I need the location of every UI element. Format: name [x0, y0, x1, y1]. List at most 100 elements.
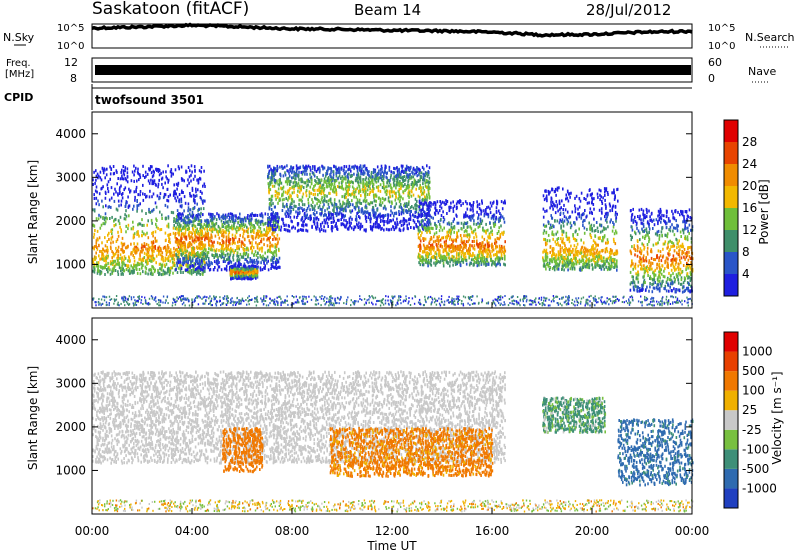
- power-echo-cell: [342, 213, 344, 217]
- power-echo-cell: [165, 238, 167, 242]
- power-echo-cell: [314, 192, 317, 196]
- power-echo-cell: [148, 254, 151, 258]
- power-echo-cell: [481, 235, 484, 239]
- power-echo-cell: [101, 241, 103, 245]
- power-echo-cell: [353, 193, 356, 196]
- power-echo-cell: [295, 181, 298, 185]
- power-echo-cell: [279, 172, 282, 176]
- power-echo-cell: [338, 218, 340, 222]
- power-echo-cell: [123, 258, 125, 262]
- power-echo-cell: [383, 228, 385, 232]
- power-echo-cell: [429, 220, 431, 224]
- power-echo-cell: [228, 218, 231, 222]
- power-echo-cell: [439, 249, 441, 253]
- power-echo-cell: [326, 172, 329, 176]
- power-echo-cell: [204, 185, 206, 188]
- power-echo-cell: [220, 219, 223, 223]
- power-echo-cell: [104, 236, 106, 240]
- power-echo-cell: [183, 256, 186, 260]
- power-echo-cell: [329, 216, 331, 220]
- power-echo-cell: [362, 169, 365, 173]
- power-echo-cell: [450, 225, 453, 229]
- power-echo-cell: [327, 199, 330, 203]
- power-echo-cell: [428, 196, 431, 200]
- power-echo-cell: [105, 263, 108, 267]
- power-echo-cell: [114, 187, 116, 191]
- power-echo-cell: [447, 230, 449, 234]
- power-echo-cell: [400, 170, 403, 174]
- power-echo-cell: [110, 205, 112, 209]
- power-echo-cell: [194, 252, 197, 256]
- power-echo-cell: [336, 211, 338, 215]
- power-echo-cell: [480, 246, 483, 250]
- power-echo-cell: [355, 188, 357, 192]
- power-echo-cell: [348, 221, 351, 225]
- power-echo-cell: [412, 166, 415, 170]
- power-echo-cell: [277, 265, 279, 269]
- power-echo-cell: [319, 212, 321, 216]
- power-echo-cell: [460, 250, 463, 253]
- power-echo-cell: [190, 194, 193, 198]
- power-echo-cell: [121, 193, 123, 197]
- power-echo-cell: [419, 195, 421, 199]
- power-echo-cell: [434, 201, 436, 205]
- power-echo-cell: [134, 195, 136, 199]
- power-echo-cell: [255, 269, 257, 273]
- power-echo-cell: [244, 244, 246, 247]
- power-echo-cell: [220, 247, 223, 251]
- power-echo-cell: [318, 178, 321, 182]
- power-echo-cell: [464, 252, 467, 255]
- power-echo-cell: [457, 245, 460, 248]
- power-echo-cell: [190, 246, 193, 250]
- power-echo-cell: [125, 268, 128, 271]
- power-echo-cell: [459, 248, 461, 251]
- beam-title: Beam 14: [354, 1, 421, 19]
- power-echo-cell: [312, 212, 315, 215]
- power-echo-cell: [351, 192, 354, 196]
- power-echo-cell: [453, 249, 455, 253]
- power-echo-cell: [451, 227, 454, 231]
- power-echo-cell: [437, 248, 440, 252]
- power-echo-cell: [180, 241, 182, 245]
- power-echo-cell: [263, 259, 266, 262]
- power-echo-cell: [196, 256, 199, 260]
- power-echo-cell: [267, 164, 269, 168]
- power-echo-cell: [187, 178, 189, 182]
- power-echo-cell: [482, 245, 485, 248]
- power-echo-cell: [415, 210, 417, 214]
- power-echo-cell: [400, 172, 402, 176]
- power-echo-cell: [412, 171, 414, 175]
- power-echo-cell: [111, 271, 114, 275]
- power-echo-cell: [419, 203, 421, 207]
- power-echo-cell: [504, 263, 506, 267]
- power-echo-cell: [396, 183, 399, 187]
- power-echo-cell: [133, 204, 135, 208]
- power-echo-cell: [259, 266, 262, 270]
- power-echo-cell: [133, 256, 136, 259]
- power-echo-cell: [362, 185, 364, 189]
- power-echo-cell: [385, 227, 388, 231]
- power-echo-cell: [139, 222, 142, 226]
- power-echo-cell: [179, 248, 182, 252]
- power-echo-cell: [278, 192, 280, 196]
- power-echo-cell: [376, 216, 379, 220]
- power-echo-cell: [125, 224, 127, 228]
- power-echo-cell: [196, 271, 199, 275]
- power-echo-cell: [141, 230, 144, 234]
- power-echo-cell: [155, 225, 158, 229]
- power-echo-cell: [205, 233, 207, 237]
- power-echo-cell: [218, 260, 220, 264]
- power-echo-cell: [452, 209, 455, 213]
- power-echo-cell: [447, 261, 449, 265]
- power-echo-cell: [424, 218, 426, 221]
- power-echo-cell: [95, 202, 98, 206]
- power-echo-cell: [266, 244, 269, 248]
- power-echo-cell: [305, 190, 307, 194]
- power-echo-cell: [103, 265, 106, 269]
- power-echo-cell: [404, 189, 406, 192]
- power-echo-cell: [207, 256, 210, 260]
- power-echo-cell: [483, 262, 485, 266]
- power-echo-cell: [139, 190, 142, 193]
- power-echo-cell: [143, 232, 145, 236]
- power-echo-cell: [132, 220, 134, 224]
